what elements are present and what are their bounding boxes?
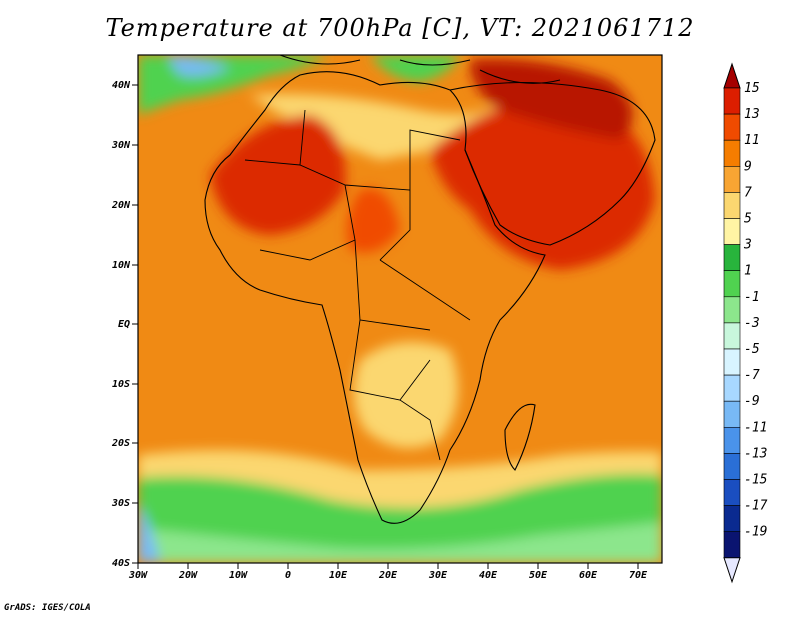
colorbar-label: -3 bbox=[744, 316, 760, 331]
colorbar-segment bbox=[723, 348, 741, 376]
europe-coastline bbox=[279, 55, 561, 84]
lat-label: 20N bbox=[111, 200, 131, 211]
colorbar-segment bbox=[723, 139, 741, 167]
colorbar-segment bbox=[723, 322, 741, 350]
lat-label: 40S bbox=[112, 558, 130, 569]
colorbar-label: 3 bbox=[743, 238, 752, 253]
colorbar-segment bbox=[723, 505, 741, 533]
colorbar-label: -7 bbox=[744, 368, 760, 383]
map-frame bbox=[137, 54, 663, 564]
colorbar-label: 9 bbox=[744, 159, 752, 174]
lon-label: 70E bbox=[629, 570, 648, 581]
lon-label: 30E bbox=[428, 570, 448, 581]
lat-label: 30N bbox=[111, 140, 131, 151]
lon-label: 10W bbox=[229, 570, 248, 581]
map-title: Temperature at 700hPa [C], VT: 202106171… bbox=[105, 14, 695, 42]
colorbar-segment bbox=[723, 244, 741, 272]
field-med-cool bbox=[370, 55, 460, 82]
field-south-cooler bbox=[138, 522, 662, 563]
colorbar-segment bbox=[723, 400, 741, 428]
field-chad-hot bbox=[346, 188, 400, 253]
colorbar-label: 1 bbox=[744, 264, 752, 279]
colorbar-segment bbox=[723, 87, 741, 115]
africa-coastline bbox=[204, 71, 546, 524]
colorbar-segment bbox=[723, 218, 741, 245]
lon-label: 0 bbox=[285, 570, 291, 581]
colorbar-segment bbox=[723, 270, 741, 298]
colorbar-segment bbox=[723, 453, 741, 480]
colorbar-label: -19 bbox=[744, 525, 767, 540]
country-borders bbox=[244, 109, 471, 461]
lon-label: 30W bbox=[128, 570, 148, 581]
lat-label: 10S bbox=[112, 379, 130, 390]
colorbar-arrow-bottom bbox=[723, 557, 741, 584]
colorbar-segment bbox=[723, 296, 741, 324]
colorbar-label: 15 bbox=[744, 81, 760, 96]
colorbar-label: 7 bbox=[744, 185, 752, 200]
colorbar-label: -9 bbox=[744, 394, 760, 409]
field-southern-mild bbox=[353, 342, 458, 448]
lat-label: 40N bbox=[112, 80, 131, 91]
field-sahara-hot bbox=[210, 115, 346, 235]
madagascar-coastline bbox=[504, 403, 536, 471]
colorbar-label: -17 bbox=[744, 499, 768, 514]
colorbar-label: 13 bbox=[744, 107, 760, 122]
colorbar-segment bbox=[723, 479, 741, 506]
arabia-coastline bbox=[449, 81, 656, 246]
lat-label: 30S bbox=[111, 498, 130, 509]
colorbar-label: 5 bbox=[744, 212, 752, 227]
colorbar-segment bbox=[723, 113, 741, 141]
colorbar-arrow-top bbox=[723, 62, 741, 89]
colorbar-label: -15 bbox=[744, 473, 768, 488]
colorbar: 15 13 11 9 7 5 3 1 -1 -3 -5 -7 -9 -11 -13 -15 -17 -19 bbox=[723, 62, 768, 584]
lat-axis: 40N 30N 20N 10N EQ 10S 20S 30S 40S bbox=[111, 80, 138, 569]
field-north-mild bbox=[250, 94, 500, 160]
colorbar-label: -5 bbox=[744, 342, 760, 357]
colorbar-segment bbox=[723, 192, 741, 219]
colorbar-segment bbox=[723, 531, 741, 559]
colorbar-segment bbox=[723, 166, 741, 193]
coastline-layer bbox=[204, 55, 656, 524]
lon-label: 60E bbox=[579, 570, 598, 581]
field-north-cold bbox=[170, 55, 230, 77]
lon-label: 10E bbox=[329, 570, 348, 581]
field-arabia-hot bbox=[430, 98, 655, 270]
colorbar-segment bbox=[723, 426, 741, 454]
colorbar-label: -1 bbox=[744, 290, 760, 305]
temperature-field bbox=[138, 55, 662, 563]
lon-label: 20W bbox=[178, 570, 198, 581]
lat-label: 20S bbox=[111, 438, 130, 449]
colorbar-label: -11 bbox=[744, 420, 767, 435]
grads-credit: GrADS: IGES/COLA bbox=[4, 603, 91, 613]
colorbar-label: -13 bbox=[744, 446, 767, 461]
colorbar-segment bbox=[723, 374, 741, 402]
lon-label: 50E bbox=[529, 570, 548, 581]
lon-label: 20E bbox=[378, 570, 398, 581]
field-mideast-hottest bbox=[470, 59, 633, 140]
lat-label: EQ bbox=[118, 319, 130, 330]
lon-axis: 30W 20W 10W 0 10E 20E 30E 40E 50E 60E 70… bbox=[128, 563, 648, 581]
lon-label: 40E bbox=[479, 570, 498, 581]
colorbar-label: 11 bbox=[744, 133, 760, 148]
field-south-cold bbox=[138, 505, 160, 563]
lat-label: 10N bbox=[112, 260, 131, 271]
